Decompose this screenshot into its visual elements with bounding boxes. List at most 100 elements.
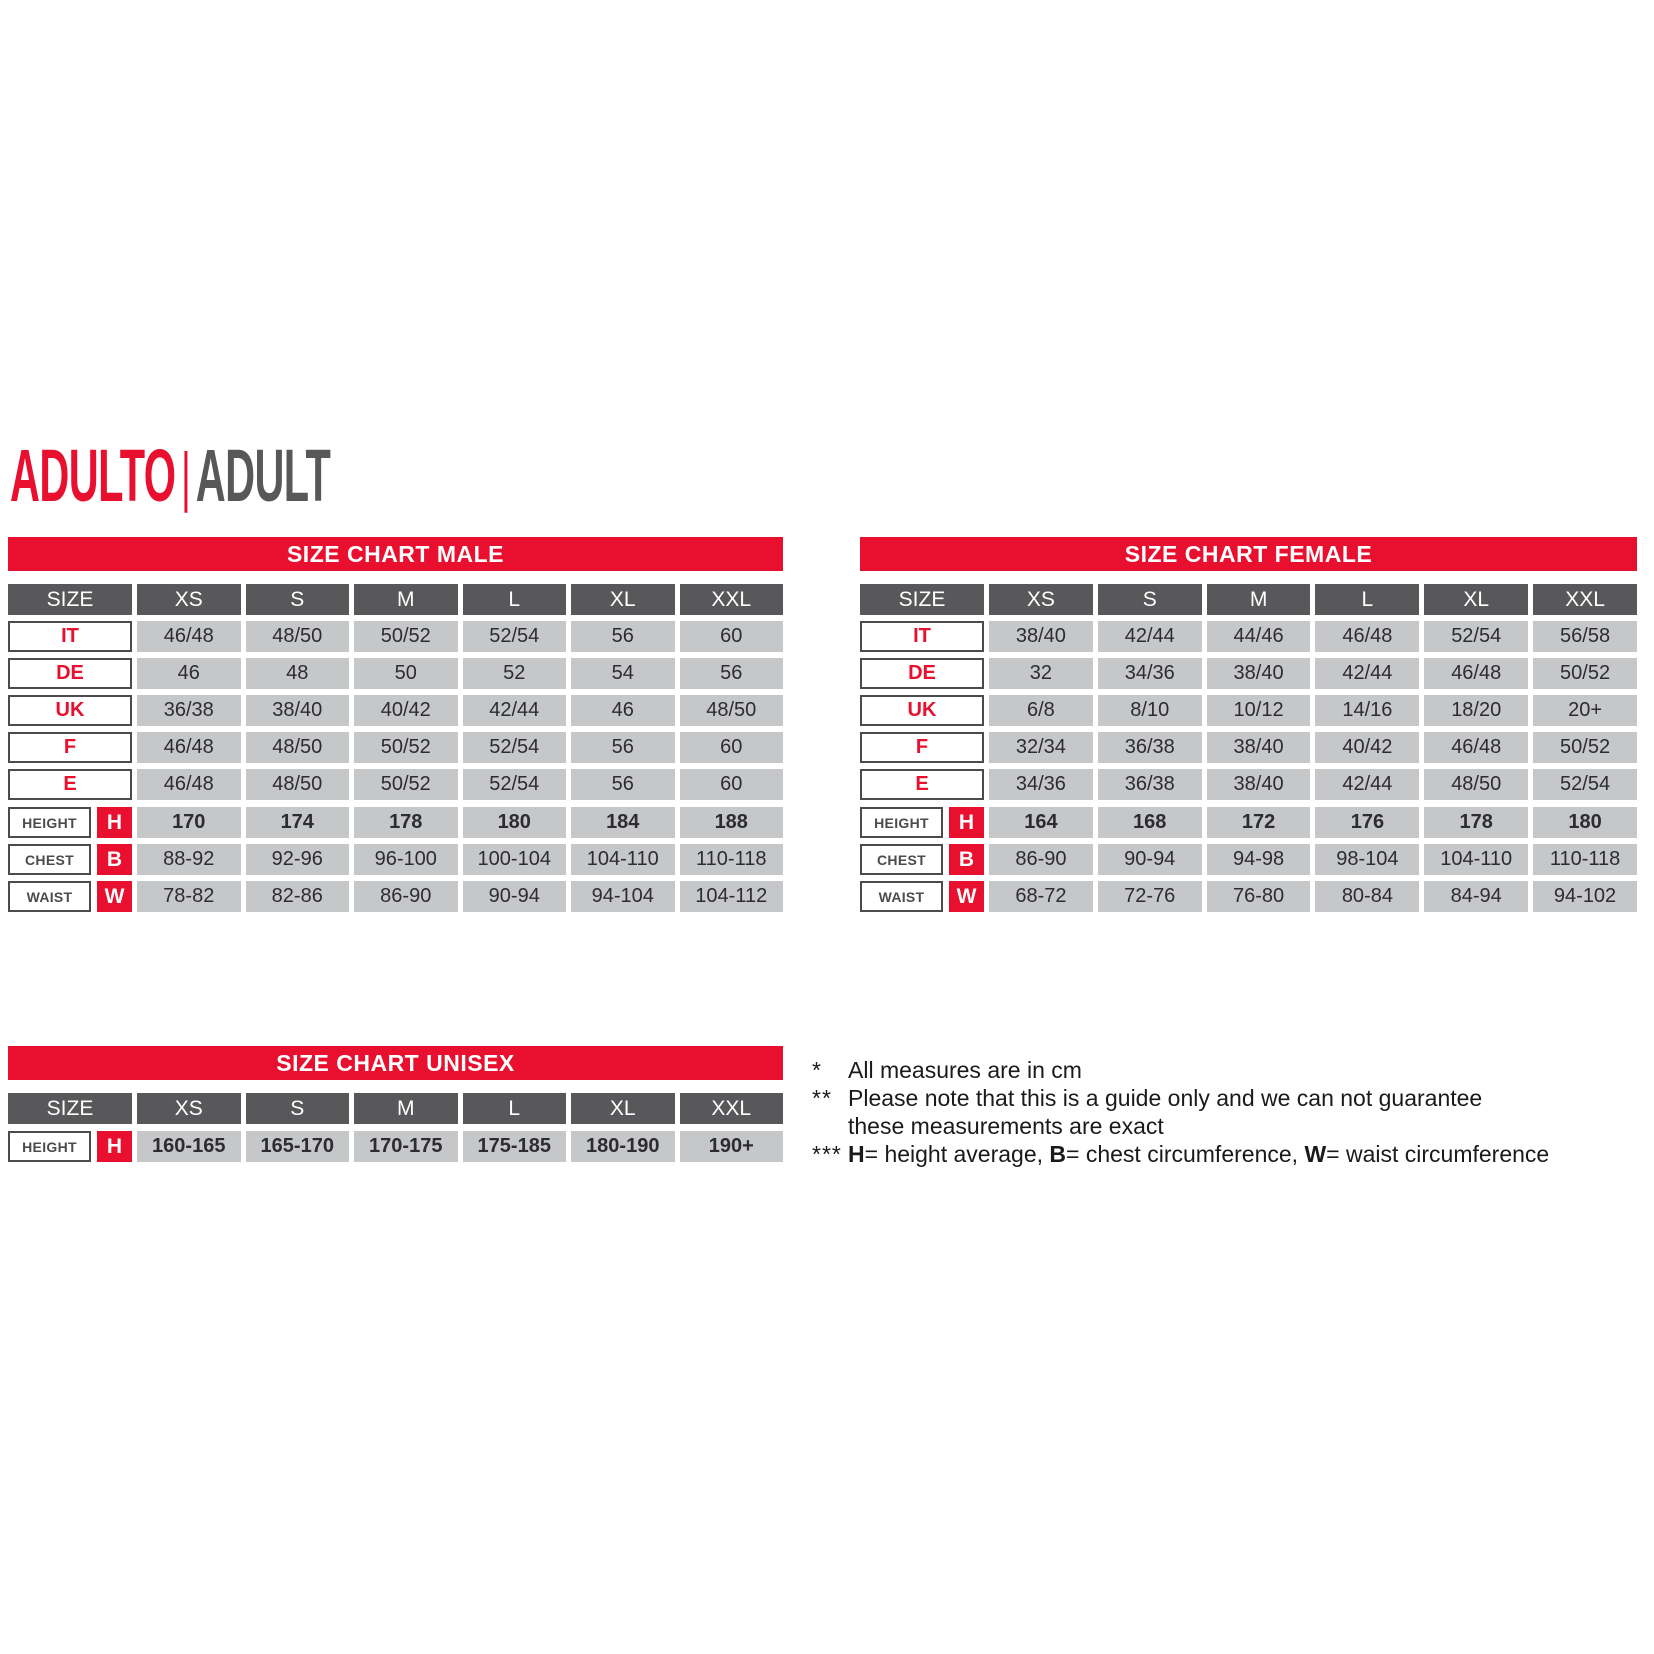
column-header: XS [137, 584, 241, 615]
size-cell: 42/44 [1097, 621, 1202, 652]
measure-cell: 170-175 [354, 1131, 458, 1162]
measure-row: WAIST W 78-82 82-86 86-90 90-94 94-104 104-112 [8, 881, 783, 912]
size-cell: 56 [571, 769, 675, 800]
measure-cell: 170 [137, 807, 241, 838]
footnote: ** Please note that this is a guide only … [812, 1084, 1572, 1140]
size-cell: 54 [571, 658, 675, 689]
size-cell: 36/38 [1097, 769, 1202, 800]
footnote: *** H= height average, B= chest circumfer… [812, 1140, 1572, 1168]
measure-key-badge: W [97, 881, 132, 912]
size-cell: 36/38 [1097, 732, 1202, 763]
size-chart-unisex-table: SIZE CHART UNISEX SIZE XS S M L XL XXL HEIGHT H 16… [8, 1046, 783, 1168]
measure-cell: 104-110 [1424, 844, 1529, 875]
size-cell: 46/48 [137, 769, 241, 800]
measure-row-label: WAIST [8, 881, 91, 912]
measure-key-badge: B [949, 844, 984, 875]
page-title: ADULTO|ADULT [10, 439, 331, 513]
measure-cell: 180-190 [571, 1131, 675, 1162]
measure-cell: 88-92 [137, 844, 241, 875]
measure-cell: 110-118 [679, 844, 783, 875]
size-cell: 38/40 [1206, 769, 1311, 800]
measure-cell: 82-86 [245, 881, 349, 912]
footnote-key-letter: W [1304, 1141, 1327, 1167]
measure-cell: 86-90 [354, 881, 458, 912]
measure-cell: 190+ [679, 1131, 783, 1162]
size-cell: 50/52 [354, 769, 458, 800]
size-cell: 48/50 [245, 769, 349, 800]
footnote-text: All measures are in cm [848, 1056, 1572, 1084]
measure-row-labelslot: WAIST W [860, 881, 984, 912]
size-chart-female-table: SIZE CHART FEMALE SIZE XS S M L XL XXL IT 38/40 42… [860, 537, 1637, 918]
size-row: UK 6/8 8/10 10/12 14/16 18/20 20+ [860, 695, 1637, 726]
size-cell: 46/48 [1424, 732, 1529, 763]
size-row-labelslot: DE [860, 658, 984, 689]
footnote-segment: Please note that this is a guide only an… [848, 1085, 1483, 1111]
size-cell: 38/40 [245, 695, 349, 726]
size-cell: 50 [354, 658, 458, 689]
column-header-size: SIZE [8, 584, 132, 615]
measure-row-labelslot: WAIST W [8, 881, 132, 912]
size-row: IT 38/40 42/44 44/46 46/48 52/54 56/58 [860, 621, 1637, 652]
size-chart-male-table: SIZE CHART MALE SIZE XS S M L XL XXL IT 46/48 48/5… [8, 537, 783, 918]
column-header: XS [137, 1093, 241, 1124]
page-title-primary: ADULTO [10, 434, 176, 517]
measure-key-badge: B [97, 844, 132, 875]
size-row-labelslot: F [860, 732, 984, 763]
size-cell: 48/50 [245, 621, 349, 652]
measure-row-labelslot: HEIGHT H [8, 807, 132, 838]
measure-row-labelslot: CHEST B [860, 844, 984, 875]
measure-cell: 172 [1206, 807, 1311, 838]
measure-cell: 178 [354, 807, 458, 838]
column-header: M [354, 1093, 458, 1124]
size-row-labelslot: DE [8, 658, 132, 689]
size-cell: 6/8 [989, 695, 1093, 726]
size-row: F 46/48 48/50 50/52 52/54 56 60 [8, 732, 783, 763]
measure-cell: 178 [1424, 807, 1529, 838]
footnote: * All measures are in cm [812, 1056, 1572, 1084]
size-cell: 44/46 [1206, 621, 1311, 652]
size-cell: 38/40 [1206, 732, 1311, 763]
footnote-key-letter: B [1049, 1141, 1067, 1167]
size-cell: 48/50 [1424, 769, 1529, 800]
measure-cell: 160-165 [137, 1131, 241, 1162]
size-cell: 50/52 [1533, 658, 1637, 689]
column-header-size: SIZE [8, 1093, 132, 1124]
measure-cell: 180 [1533, 807, 1637, 838]
size-row-labelslot: E [8, 769, 132, 800]
size-cell: 56/58 [1533, 621, 1637, 652]
footnote-text: Please note that this is a guide only an… [848, 1084, 1572, 1140]
column-header-row: SIZE XS S M L XL XXL [8, 584, 783, 615]
column-header: L [462, 1093, 566, 1124]
size-cell: 38/40 [989, 621, 1093, 652]
size-cell: 56 [571, 732, 675, 763]
size-cell: 52/54 [1533, 769, 1637, 800]
size-cell: 60 [679, 769, 783, 800]
size-row: UK 36/38 38/40 40/42 42/44 46 48/50 [8, 695, 783, 726]
measure-cell: 104-110 [571, 844, 675, 875]
size-row-label: IT [860, 621, 984, 652]
footnote-marker: * [812, 1057, 822, 1083]
size-row: IT 46/48 48/50 50/52 52/54 56 60 [8, 621, 783, 652]
size-cell: 56 [679, 658, 783, 689]
column-header: XL [571, 584, 675, 615]
size-cell: 48/50 [679, 695, 783, 726]
measure-cell: 164 [989, 807, 1093, 838]
measure-row-labelslot: CHEST B [8, 844, 132, 875]
measure-row: CHEST B 86-90 90-94 94-98 98-104 104-110 110-11… [860, 844, 1637, 875]
size-cell: 32 [989, 658, 1093, 689]
size-cell: 40/42 [354, 695, 458, 726]
size-cell: 18/20 [1424, 695, 1529, 726]
column-header-row: SIZE XS S M L XL XXL [860, 584, 1637, 615]
footnote-text: H= height average, B= chest circumferenc… [848, 1140, 1572, 1168]
measure-cell: 86-90 [989, 844, 1093, 875]
size-row-label: F [860, 732, 984, 763]
measure-cell: 68-72 [989, 881, 1093, 912]
size-cell: 34/36 [1097, 658, 1202, 689]
column-header: XXL [679, 584, 783, 615]
measure-cell: 110-118 [1533, 844, 1637, 875]
measure-cell: 98-104 [1315, 844, 1420, 875]
column-header: M [1206, 584, 1311, 615]
footnote-segment: = waist circumference [1326, 1141, 1550, 1167]
measure-group: HEIGHT H 160-165 165-170 170-175 175-185 180-1… [8, 1131, 783, 1162]
measure-cell: 72-76 [1097, 881, 1202, 912]
